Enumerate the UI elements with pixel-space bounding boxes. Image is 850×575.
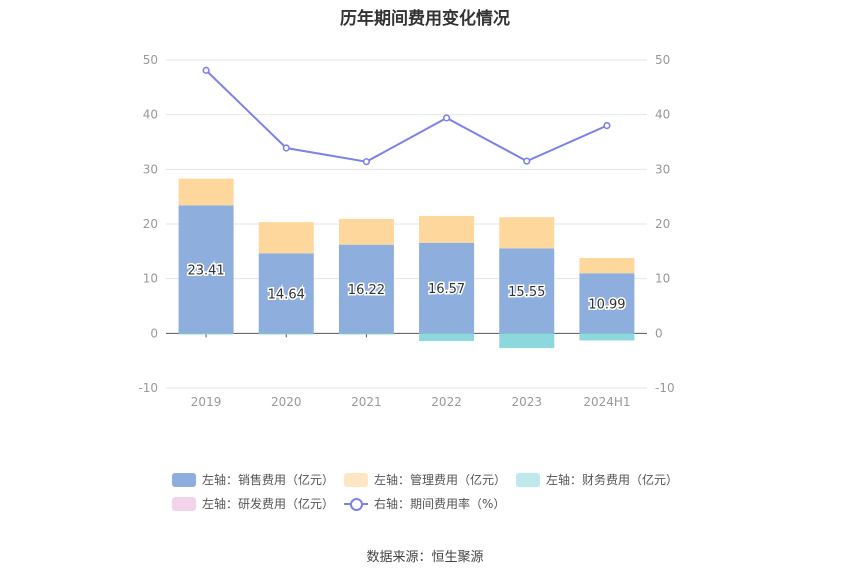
legend-item-finance[interactable]: 左轴：财务费用（亿元） — [516, 471, 678, 488]
expense-ratio-line — [202, 66, 611, 166]
data-source: 数据来源：恒生聚源 — [366, 550, 484, 565]
right-axis-tick-label: 10 — [655, 272, 670, 286]
ratio-line-point — [603, 121, 611, 130]
legend-label-sales: 左轴：销售费用（亿元） — [202, 473, 335, 487]
axis-tick-labels: -10 0 10 20 30 40 50 -10 0 10 20 30 40 50 2019 2020 2021… — [138, 53, 674, 409]
grid-lines — [166, 59, 647, 389]
bar-segment — [178, 205, 234, 334]
bar-segment — [178, 333, 234, 335]
bar-data-label: 15.55 — [508, 285, 545, 300]
x-axis-tick-label: 2023 — [511, 395, 542, 409]
bar-segment — [338, 218, 394, 245]
bar-segment — [499, 333, 555, 349]
legend-label-rnd: 左轴：研发费用（亿元） — [202, 497, 335, 511]
legend-swatch-sales — [172, 472, 196, 487]
legend-item-ratio[interactable]: 右轴：期间费用率（%） — [344, 495, 505, 512]
bar-segment — [419, 333, 475, 341]
bar-segment — [419, 215, 475, 243]
bar-data-labels: 23.41 14.64 16.22 16.57 15.55 10.99 — [186, 262, 627, 314]
right-axis-tick-label: 40 — [655, 108, 670, 122]
right-axis-tick-label: 0 — [655, 326, 663, 340]
left-axis-tick-label: 30 — [143, 162, 158, 176]
x-axis-tick-label: 2019 — [191, 395, 222, 409]
bar-segment — [258, 333, 314, 335]
bar-data-label: 16.22 — [348, 283, 385, 298]
right-axis-tick-label: -10 — [655, 381, 675, 395]
ratio-line-point — [282, 144, 290, 152]
bar-segment — [258, 222, 314, 254]
x-axis-tick-label: 2024H1 — [583, 395, 630, 409]
legend-swatch-finance — [516, 472, 540, 487]
right-axis-tick-label: 50 — [655, 53, 670, 67]
bar-segment — [499, 217, 555, 249]
left-axis-tick-label: 0 — [150, 326, 158, 340]
bar-segment — [499, 248, 555, 334]
legend-label-admin: 左轴：管理费用（亿元） — [374, 473, 507, 487]
ratio-line-point — [202, 66, 210, 74]
bar-data-label: 23.41 — [187, 263, 224, 278]
bars — [178, 178, 635, 349]
left-axis-tick-label: -10 — [138, 381, 158, 395]
right-axis-tick-label: 20 — [655, 217, 670, 231]
bar-data-label: 10.99 — [588, 297, 625, 312]
left-axis-tick-label: 50 — [143, 53, 158, 67]
legend-swatch-rnd — [172, 496, 196, 511]
bar-segment — [579, 257, 635, 274]
bar-data-label: 14.64 — [268, 287, 305, 302]
bar-segment — [338, 244, 394, 334]
bar-segment — [419, 242, 475, 334]
bar-segment — [579, 333, 635, 341]
ratio-line-point — [442, 114, 451, 122]
bar-segment — [178, 178, 234, 206]
right-axis-tick-label: 30 — [655, 162, 670, 176]
ratio-line-point — [523, 157, 531, 165]
bar-segment — [579, 273, 635, 334]
legend-line-marker-icon — [344, 497, 368, 511]
legend-label-finance: 左轴：财务费用（亿元） — [546, 473, 679, 487]
legend-item-sales[interactable]: 左轴：销售费用（亿元） — [172, 471, 334, 488]
ratio-line-point — [362, 158, 371, 166]
chart-title: 历年期间费用变化情况 — [340, 9, 510, 29]
bar-data-label: 16.57 — [428, 282, 465, 297]
x-axis-tick-label: 2020 — [271, 395, 302, 409]
x-axis-tick-label: 2021 — [351, 395, 382, 409]
ratio-line-path — [205, 69, 608, 163]
x-axis-tick-label: 2022 — [431, 395, 462, 409]
legend-swatch-admin — [344, 472, 368, 487]
left-axis-tick-label: 20 — [143, 217, 158, 231]
legend-label-ratio: 右轴：期间费用率（%） — [374, 497, 506, 511]
bar-segment — [258, 253, 314, 334]
left-axis-tick-label: 40 — [143, 108, 158, 122]
legend-item-rnd[interactable]: 左轴：研发费用（亿元） — [172, 495, 334, 512]
left-axis-tick-label: 10 — [143, 272, 158, 286]
bar-segment — [338, 333, 394, 335]
legend-item-admin[interactable]: 左轴：管理费用（亿元） — [344, 471, 506, 488]
